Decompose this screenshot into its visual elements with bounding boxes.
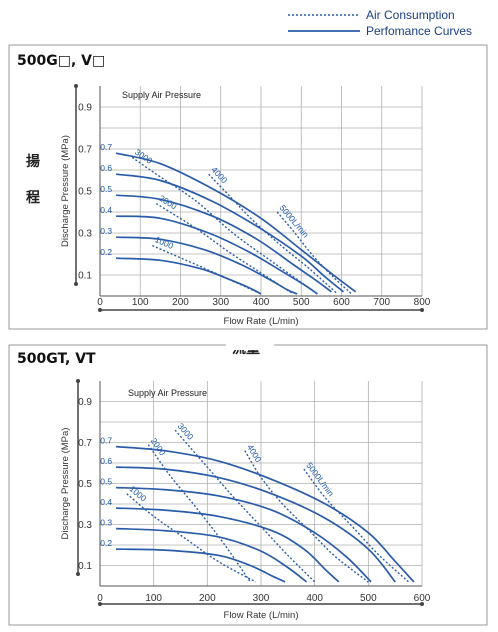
- plot-area-1: 0.1 0.3 0.5 0.7 0.9 0 100 200 300 400 500 600 700 800…: [60, 84, 431, 327]
- x-tick-label: 100: [132, 297, 149, 308]
- y-tick-label: 0.3: [78, 229, 92, 240]
- panel-frame-1: [8, 44, 488, 330]
- air-consumption-curve-4000: [208, 173, 338, 295]
- side-char-1: 揚: [26, 153, 40, 170]
- x-tick-label: 200: [199, 593, 216, 604]
- y-tick-label: 0.7: [78, 438, 92, 449]
- x-tick-label: 100: [145, 593, 162, 604]
- air-consumption-curve-2000: [147, 444, 251, 583]
- x-tick-label: 400: [306, 593, 323, 604]
- performance-curve-label: 0.3: [100, 226, 112, 236]
- air-consumption-curve-1000: [152, 244, 262, 295]
- air-consumption-curve-1000: [126, 493, 256, 583]
- air-consumption-curve-3000: [174, 429, 316, 583]
- side-char-2: 程: [26, 190, 40, 206]
- x-axis-label: Flow Rate (L/min): [224, 316, 299, 327]
- air-consumption-curve-5000L/min: [276, 211, 353, 295]
- x-bracket-dot-right: [420, 602, 424, 606]
- x-tick-label: 600: [414, 593, 431, 604]
- y-bracket-dot-bottom: [74, 282, 78, 286]
- x-tick-label: 800: [414, 297, 431, 308]
- performance-curve-0.5: [116, 486, 372, 583]
- x-tick-label: 500: [293, 297, 310, 308]
- y-tick-label: 0.5: [78, 479, 92, 490]
- legend: Air Consumption Perfomance Curves: [288, 8, 472, 38]
- y-axis-label: Discharge Pressure (MPa): [60, 135, 71, 247]
- performance-curve-label: 0.2: [100, 247, 112, 257]
- y-bracket-dot-top: [74, 84, 78, 88]
- y-tick-label: 0.5: [78, 187, 92, 198]
- x-bracket-dot-left: [98, 308, 102, 312]
- air-consumption-label: 3000: [176, 421, 196, 442]
- chart-panel-2: 500GT, VT 0.1 0.3 0.5 0.7 0.9 0 100 200 300 400 50…: [8, 340, 488, 626]
- y-tick-label: 0.9: [78, 397, 92, 408]
- legend-air-label: Air Consumption: [366, 8, 455, 22]
- y-bracket-dot-top: [76, 379, 80, 383]
- y-tick-label: 0.9: [78, 103, 92, 114]
- x-bracket-dot-right: [420, 308, 424, 312]
- x-tick-label: 300: [212, 297, 229, 308]
- performance-curve-label: 0.4: [100, 497, 112, 507]
- x-tick-label: 0: [97, 297, 103, 308]
- air-consumption-curve-3000: [131, 156, 318, 295]
- y-tick-label: 0.1: [78, 561, 92, 572]
- performance-curve-label: 0.6: [100, 456, 112, 466]
- performance-curve-label: 0.5: [100, 477, 112, 487]
- air-consumption-label: 1000: [128, 484, 149, 504]
- performance-curve-label: 0.3: [100, 518, 112, 528]
- x-tick-label: 600: [333, 297, 350, 308]
- x-tick-label: 0: [97, 593, 103, 604]
- supply-air-pressure-note: Supply Air Pressure: [122, 90, 201, 100]
- x-tick-label: 400: [253, 297, 270, 308]
- performance-curve-0.3: [116, 527, 308, 583]
- frame-gap: [226, 340, 274, 350]
- performance-curve-0.5: [116, 194, 332, 293]
- legend-performance-label: Perfomance Curves: [366, 24, 472, 38]
- y-tick-label: 0.7: [78, 145, 92, 156]
- air-consumption-label: 2000: [149, 436, 168, 457]
- performance-curve-0.4: [116, 215, 318, 295]
- y-tick-label: 0.1: [78, 271, 92, 282]
- air-consumption-curve-4000: [244, 450, 369, 583]
- performance-curve-label: 0.4: [100, 205, 112, 215]
- air-consumption-curve-2000: [155, 203, 294, 295]
- x-tick-label: 200: [172, 297, 189, 308]
- x-bracket-dot-left: [98, 602, 102, 606]
- panel-title-1: 500G□, V□: [17, 53, 105, 69]
- y-axis-label: Discharge Pressure (MPa): [60, 428, 71, 540]
- performance-curve-0.7: [115, 152, 357, 293]
- x-axis-label: Flow Rate (L/min): [224, 610, 299, 621]
- performance-curve-0.7: [116, 445, 415, 583]
- air-consumption-label: 5000L/min: [304, 460, 336, 498]
- performance-curve-0.6: [115, 173, 345, 293]
- x-tick-label: 700: [373, 297, 390, 308]
- y-tick-label: 0.3: [78, 520, 92, 531]
- x-tick-label: 300: [253, 593, 270, 604]
- performance-curve-label: 0.7: [100, 142, 112, 152]
- performance-curve-label: 0.6: [100, 163, 112, 173]
- supply-air-pressure-note: Supply Air Pressure: [128, 388, 207, 398]
- air-consumption-curve-5000L/min: [303, 468, 410, 583]
- x-tick-label: 500: [360, 593, 377, 604]
- performance-curve-0.4: [116, 507, 340, 583]
- chart-panel-1: 500G□, V□ 揚 程 0.1 0.3 0.5 0.7 0.9 0 100 200 300 4…: [8, 44, 488, 330]
- performance-curve-label: 0.5: [100, 184, 112, 194]
- performance-curve-label: 0.2: [100, 538, 112, 548]
- panel-title-2: 500GT, VT: [17, 351, 96, 367]
- plot-area-2: 0.1 0.3 0.5 0.7 0.9 0 100 200 300 400 500 600 Flow R…: [60, 379, 431, 621]
- performance-curve-label: 0.7: [100, 436, 112, 446]
- y-bracket-dot-bottom: [76, 572, 80, 576]
